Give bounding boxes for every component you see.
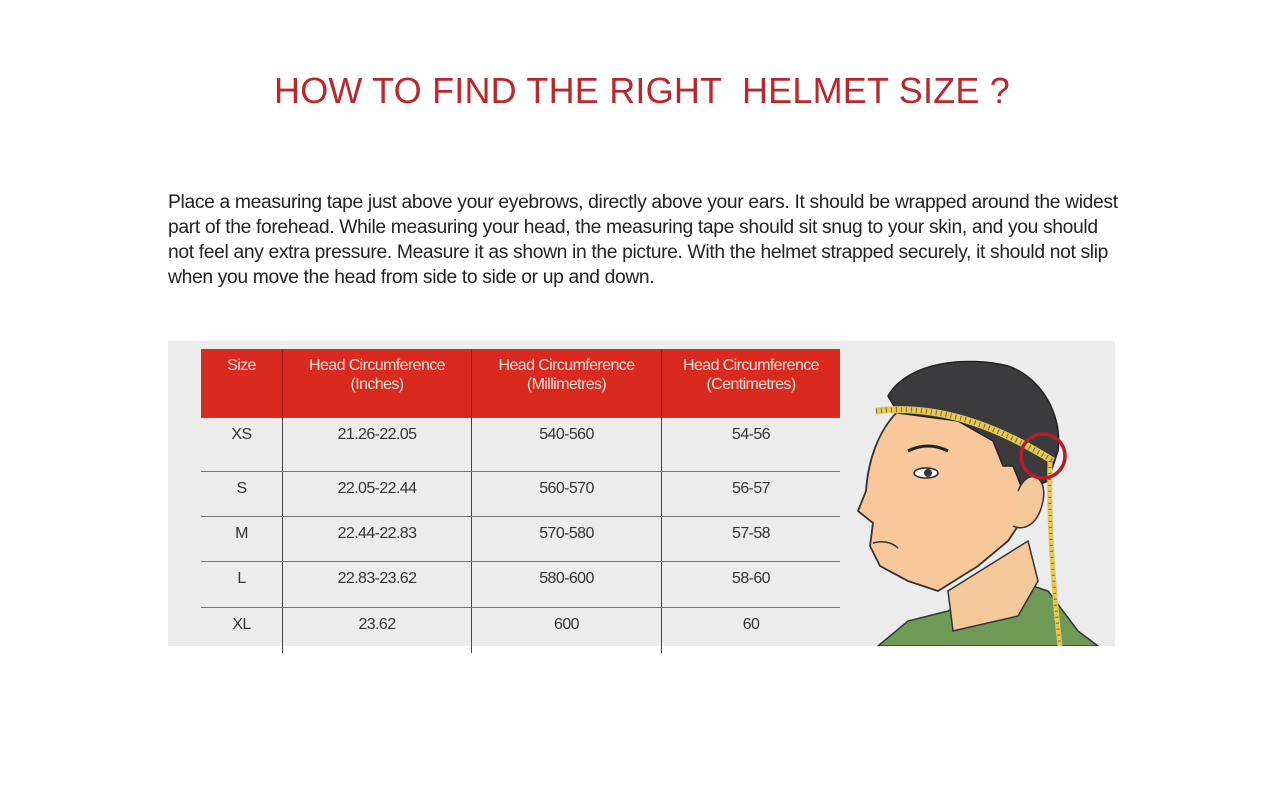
centimetres-cell: 57-58: [661, 516, 840, 562]
header-unit: (Millimetres): [526, 376, 607, 393]
centimetres-cell: 54-56: [661, 418, 840, 472]
millimetres-cell: 540-560: [471, 418, 662, 472]
instructions-text: Place a measuring tape just above your e…: [168, 192, 1118, 288]
head-measuring-tape-icon: [856, 360, 1100, 646]
centimetres-cell: 60: [661, 607, 840, 653]
inches-cell: 22.44-22.83: [282, 516, 472, 562]
size-chart-panel: Size Head Circumference (Inches) Head Cir…: [168, 341, 1115, 653]
centimetres-cell: 58-60: [661, 561, 840, 608]
millimetres-cell: 560-570: [471, 471, 662, 517]
size-cell: L: [201, 561, 283, 608]
size-cell: M: [201, 516, 283, 562]
header-unit: (Centimetres): [706, 376, 796, 393]
inches-cell: 22.05-22.44: [282, 471, 472, 517]
table-row: XS 21.26-22.05 540-560 54-56: [201, 418, 840, 472]
size-cell: S: [201, 471, 283, 517]
millimetres-cell: 570-580: [471, 516, 662, 562]
centimetres-cell: 56-57: [661, 471, 840, 517]
millimetres-cell: 580-600: [471, 561, 662, 608]
table-row: XL 23.62 600 60: [201, 607, 840, 653]
millimetres-cell: 600: [471, 607, 662, 653]
table-row: L 22.83-23.62 580-600 58-60: [201, 561, 840, 608]
size-cell: XS: [201, 418, 283, 472]
header-millimetres: Head Circumference (Millimetres): [471, 349, 662, 418]
header-inches: Head Circumference (Inches): [282, 349, 472, 418]
table-row: M 22.44-22.83 570-580 57-58: [201, 516, 840, 562]
header-label: Head Circumference: [498, 357, 636, 374]
header-label: Head Circumference: [683, 357, 820, 374]
size-cell: XL: [232, 615, 251, 633]
page-title: HOW TO FIND THE RIGHT HELMET SIZE ?: [274, 70, 1010, 111]
table-row: S 22.05-22.44 560-570 56-57: [201, 471, 840, 517]
size-chart-table: Size Head Circumference (Inches) Head Cir…: [201, 349, 840, 653]
header-size: Size: [201, 349, 283, 418]
header-centimetres: Head Circumference (Centimetres): [661, 349, 840, 418]
inches-cell: 22.83-23.62: [282, 561, 472, 608]
inches-cell: 23.62: [282, 607, 472, 653]
table-header-row: Size Head Circumference (Inches) Head Cir…: [201, 349, 840, 418]
header-label: Head Circumference: [309, 357, 446, 374]
inches-cell: 21.26-22.05: [282, 418, 472, 472]
header-label: Size: [227, 357, 256, 374]
header-unit: (Inches): [350, 376, 405, 393]
